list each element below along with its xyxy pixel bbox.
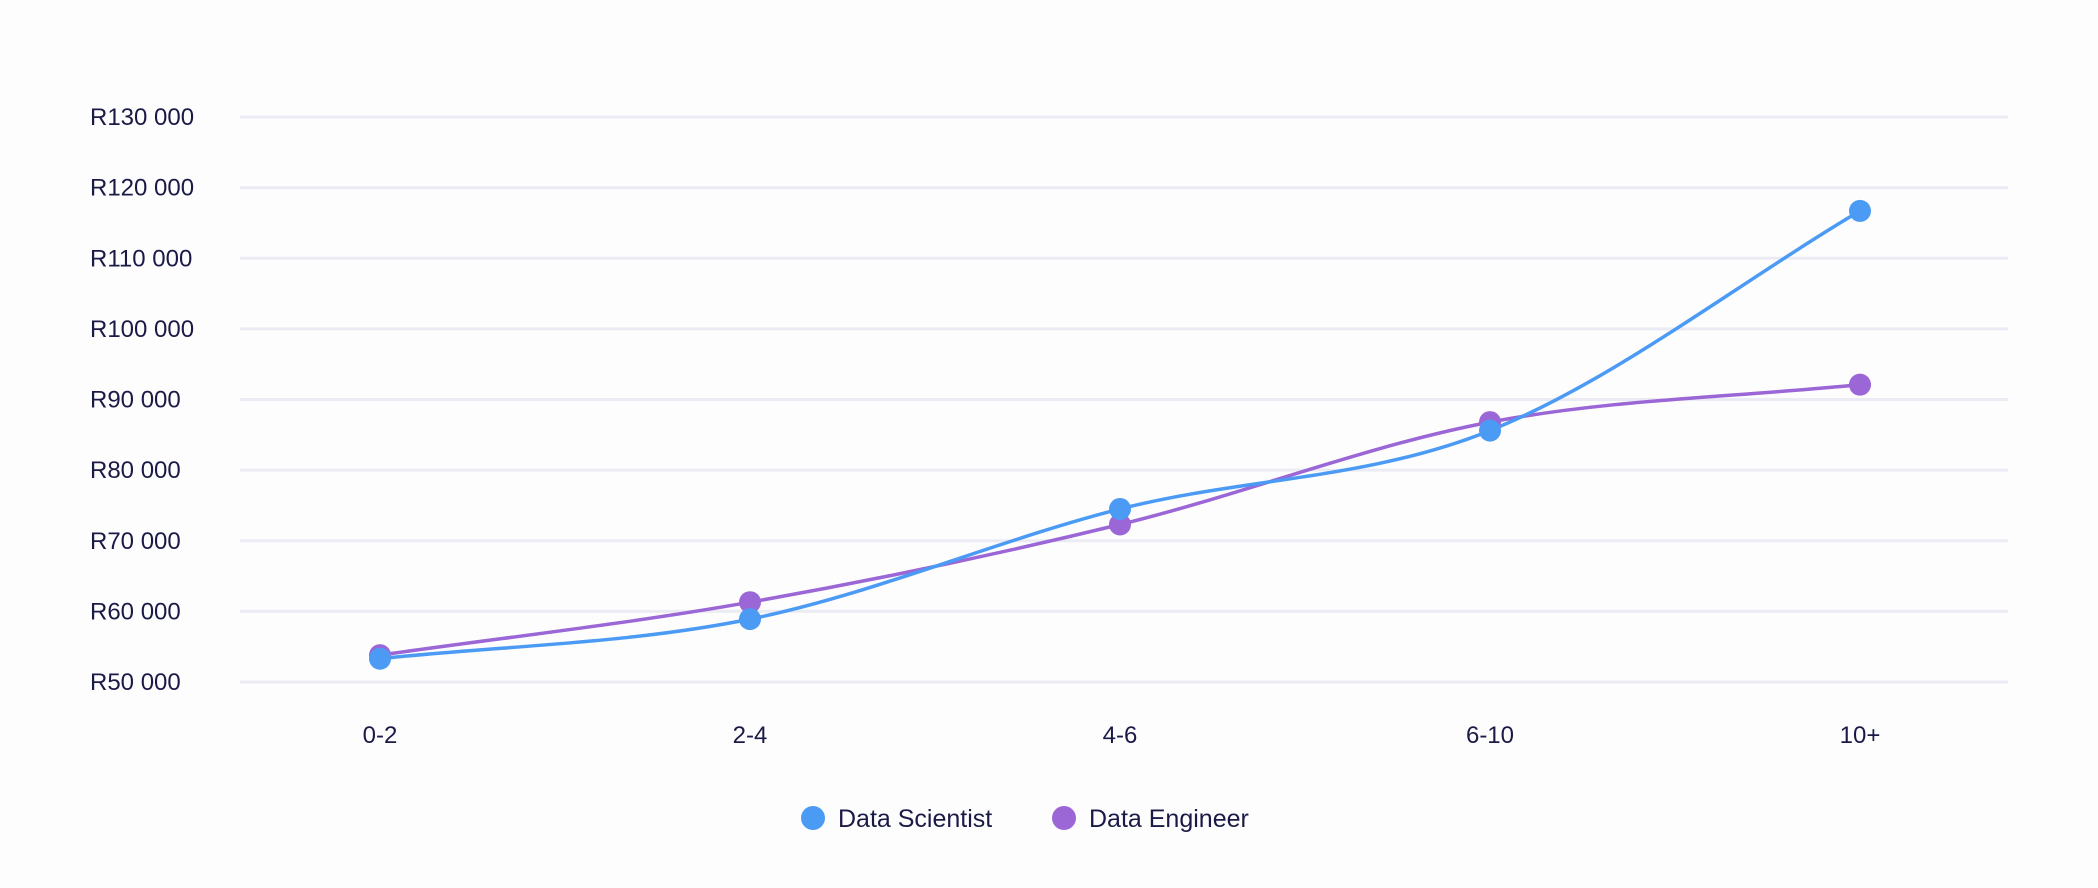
series-lines [378,209,1862,661]
y-axis-tick-labels: R50 000 R60 000 R70 000 R80 000 R90 000 R100 … [90,104,194,696]
legend-marker [1052,806,1076,830]
data-point-data-engineer[interactable] [1849,373,1871,396]
x-tick-label: 6-10 [1466,722,1514,749]
legend-item-data-scientist[interactable]: Data Scientist [801,805,992,833]
y-tick-label: R60 000 [90,598,181,625]
x-axis-tick-labels: 0-2 2-4 4-6 6-10 10+ [363,722,1881,749]
y-tick-label: R130 000 [90,104,194,131]
x-tick-label: 10+ [1840,722,1881,749]
legend-item-data-engineer[interactable]: Data Engineer [1052,805,1249,833]
legend-label: Data Scientist [838,805,992,833]
data-point-data-scientist[interactable] [369,647,391,670]
data-point-data-scientist[interactable] [1479,419,1501,442]
y-tick-label: R110 000 [90,245,192,272]
y-tick-label: R120 000 [90,175,194,202]
x-tick-label: 4-6 [1103,722,1138,749]
data-point-data-scientist[interactable] [1109,497,1131,520]
y-tick-label: R80 000 [90,457,181,484]
y-tick-label: R70 000 [90,528,181,555]
legend-label: Data Engineer [1089,805,1249,833]
data-point-data-engineer[interactable] [1109,513,1131,536]
data-point-data-engineer[interactable] [739,591,761,614]
legend: Data Scientist Data Engineer [801,805,1249,833]
data-point-data-scientist[interactable] [1849,199,1871,222]
y-tick-label: R100 000 [90,316,194,343]
x-tick-label: 0-2 [363,722,398,749]
data-point-data-scientist[interactable] [739,608,761,631]
y-tick-label: R90 000 [90,387,181,414]
series-line-data-scientist [378,209,1862,661]
x-tick-label: 2-4 [733,722,768,749]
legend-marker [801,806,825,830]
series-points [369,199,1871,670]
y-tick-label: R50 000 [90,669,181,696]
gridlines [240,115,2008,684]
